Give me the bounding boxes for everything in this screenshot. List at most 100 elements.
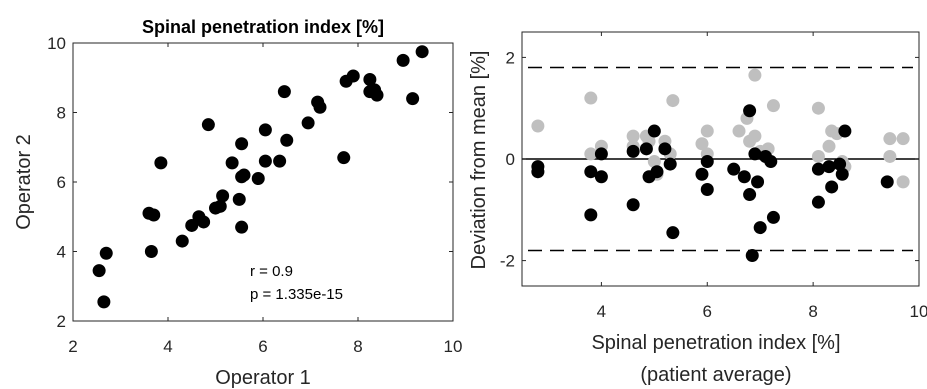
deviation-point <box>822 160 836 174</box>
deviation-point <box>833 157 847 171</box>
deviation-point <box>584 208 598 222</box>
scatter-point <box>277 85 291 99</box>
scatter-point <box>216 189 230 203</box>
deviation-point <box>896 175 910 189</box>
scatter-point <box>273 154 287 168</box>
scatter-point <box>235 137 249 151</box>
deviation-point <box>626 144 640 158</box>
scatter-point <box>313 100 327 114</box>
left-x-tick-label: 8 <box>353 337 362 356</box>
scatter-point <box>97 295 111 309</box>
deviation-point <box>626 198 640 212</box>
deviation-point <box>695 167 709 181</box>
scatter-point <box>258 154 272 168</box>
scatter-point <box>185 218 199 232</box>
scatter-point <box>251 172 265 186</box>
scatter-point <box>396 53 410 67</box>
deviation-point <box>626 129 640 143</box>
deviation-point <box>594 170 608 184</box>
deviation-point <box>584 147 598 161</box>
bland-altman-plot: 4 6 8 10 -2 0 2 Spinal penetration index [%] (… <box>468 31 927 386</box>
deviation-point <box>700 182 714 196</box>
scatter-point <box>280 133 294 147</box>
deviation-point <box>811 195 825 209</box>
deviation-point <box>743 104 757 118</box>
deviation-point <box>825 180 839 194</box>
deviation-point <box>700 155 714 169</box>
deviation-point <box>737 170 751 184</box>
scatter-point <box>258 123 272 137</box>
deviation-point <box>883 149 897 163</box>
deviation-point <box>748 129 762 143</box>
scatter-point <box>225 156 239 170</box>
scatter-point <box>235 220 249 234</box>
deviation-point <box>666 226 680 240</box>
deviation-point <box>639 142 653 156</box>
scatter-point <box>144 245 158 258</box>
correlation-plot: Spinal penetration index [%] 2 4 6 8 10 2 4 6 8 1… <box>13 17 462 389</box>
deviation-point <box>663 157 677 171</box>
deviation-point <box>727 162 741 176</box>
scatter-point <box>213 199 227 213</box>
deviation-point <box>594 147 608 161</box>
deviation-point <box>748 68 762 82</box>
scatter-point <box>237 168 251 182</box>
deviation-point <box>658 142 672 156</box>
right-x-tick-label: 8 <box>808 302 817 321</box>
deviation-point <box>838 124 852 138</box>
scatter-point <box>363 72 377 86</box>
deviation-point <box>732 124 746 138</box>
scatter-point <box>415 45 429 59</box>
deviation-point <box>584 91 598 105</box>
scatter-point <box>99 246 113 260</box>
scatter-point <box>301 116 315 130</box>
deviation-point <box>811 162 825 176</box>
left-y-tick-label: 4 <box>57 243 66 262</box>
left-y-axis-label: Operator 2 <box>13 134 35 230</box>
deviation-point <box>811 149 825 163</box>
scatter-point <box>92 264 106 278</box>
deviation-point <box>896 132 910 146</box>
scatter-point <box>232 192 246 206</box>
left-y-tick-label: 6 <box>57 173 66 192</box>
deviation-point <box>695 137 709 151</box>
left-y-tick-label: 8 <box>57 104 66 123</box>
deviation-point <box>751 175 765 189</box>
scatter-point <box>370 88 384 102</box>
annotation-r: r = 0.9 <box>250 263 293 280</box>
scatter-point <box>201 118 215 132</box>
scatter-point <box>154 156 168 170</box>
deviation-point <box>835 167 849 181</box>
left-y-tick-label: 2 <box>57 312 66 331</box>
scatter-point <box>175 234 189 248</box>
right-y-tick-label: 0 <box>506 150 515 169</box>
chart-title: Spinal penetration index [%] <box>142 17 384 37</box>
left-x-tick-label: 6 <box>258 337 267 356</box>
right-y-tick-label: 2 <box>506 48 515 67</box>
deviation-point <box>764 155 778 169</box>
scatter-point <box>346 69 360 83</box>
deviation-point <box>880 175 894 189</box>
deviation-point <box>766 210 780 224</box>
left-y-tick-label: 10 <box>47 34 66 53</box>
deviation-point <box>531 165 545 179</box>
left-x-tick-label: 10 <box>444 337 463 356</box>
right-x-axis-sublabel: (patient average) <box>640 364 791 386</box>
scatter-point <box>337 151 351 165</box>
deviation-point <box>647 124 661 138</box>
deviation-point <box>753 221 767 235</box>
right-y-tick-label: -2 <box>500 252 515 271</box>
deviation-point <box>650 165 664 179</box>
deviation-point <box>743 188 757 202</box>
deviation-point <box>822 139 836 153</box>
left-x-axis-label: Operator 1 <box>215 367 311 389</box>
deviation-point <box>666 94 680 108</box>
annotation-p: p = 1.335e-15 <box>250 286 343 303</box>
deviation-point <box>745 249 759 263</box>
deviation-point <box>531 119 545 133</box>
scatter-point <box>406 92 420 106</box>
deviation-point <box>584 165 598 179</box>
right-x-tick-label: 10 <box>910 302 927 321</box>
right-y-axis-label: Deviation from mean [%] <box>468 51 490 270</box>
